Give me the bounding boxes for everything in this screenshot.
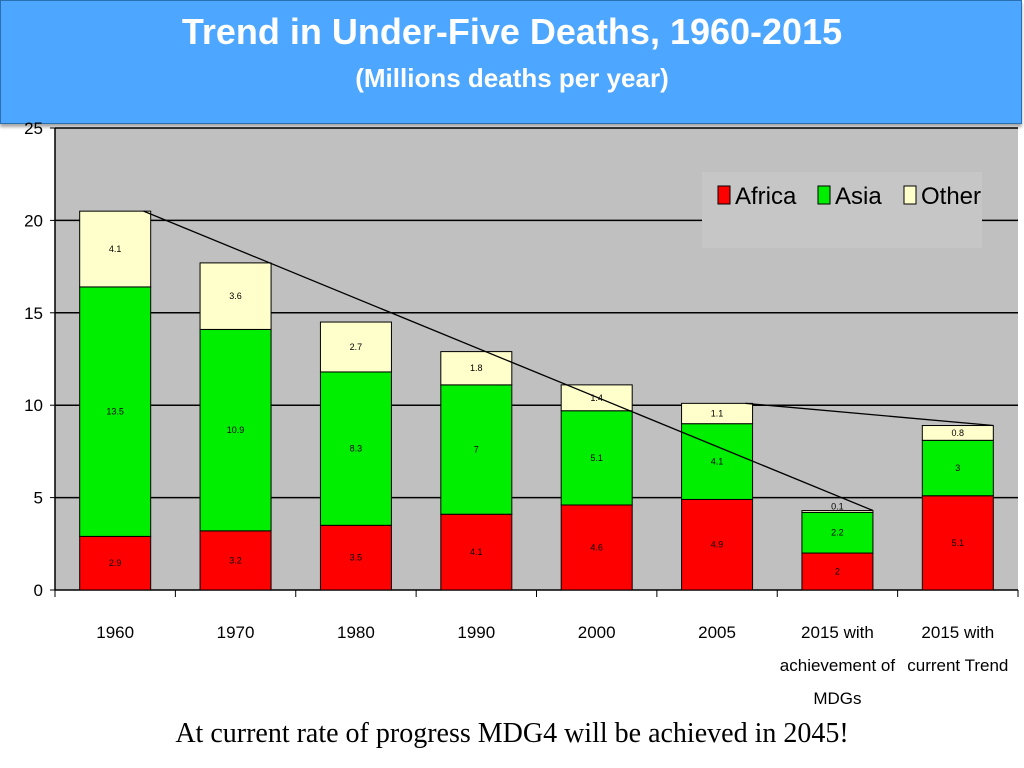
bar-africa [681,498,754,591]
footer-note: At current rate of progress MDG4 will be… [175,718,849,749]
legend-swatch-other [903,185,917,205]
chart-subtitle: (Millions deaths per year) [355,63,669,93]
data-label: 5.1 [952,538,965,548]
x-category-label: 1980 [337,623,375,642]
x-category-label: 2015 with [801,623,874,642]
data-label: 0.8 [952,428,965,438]
trend-line [143,210,874,512]
bar-asia [199,328,272,532]
data-label: 4.6 [590,542,603,552]
data-label: 4.9 [711,540,724,550]
data-label: 8.3 [350,444,363,454]
bar-other [79,210,152,288]
legend-swatch-asia [817,185,831,205]
title-banner [0,0,1022,124]
bar-asia [921,439,994,497]
x-category-label: achievement of [780,656,896,675]
y-tick-label: 20 [24,211,43,230]
bar-africa [560,504,633,591]
bar-africa [801,552,874,591]
data-label: 4.1 [470,547,483,557]
bar-africa [440,513,513,591]
y-tick-label: 15 [24,304,43,323]
x-category-label: MDGs [813,689,861,708]
chart-title: Trend in Under-Five Deaths, 1960-2015 [181,11,843,52]
data-label: 2.7 [350,342,363,352]
bar-asia [560,410,633,506]
y-tick-label: 10 [24,396,43,415]
x-category-label: 2015 with [921,623,994,642]
bar-asia [79,286,152,537]
bar-other [199,262,272,330]
x-category-label: 1990 [457,623,495,642]
data-label: 5.1 [590,453,603,463]
data-label: 2.9 [109,558,122,568]
y-tick-label: 5 [34,489,43,508]
x-category-label: current Trend [907,656,1008,675]
data-label: 7 [474,445,479,455]
x-category-label: 1960 [96,623,134,642]
legend-label: Other [921,183,981,210]
data-label: 2 [835,567,840,577]
y-tick-label: 0 [34,581,43,600]
bar-other [681,402,754,425]
data-label: 1.1 [711,409,724,419]
x-category-label: 2000 [578,623,616,642]
bar-other [921,425,994,441]
data-label: 10.9 [227,425,245,435]
data-label: 1.8 [470,363,483,373]
trend-line [745,402,994,427]
data-label: 4.1 [109,244,122,254]
data-label: 4.1 [711,457,724,467]
data-label: 3 [955,463,960,473]
bar-asia [440,384,513,515]
bar-africa [319,524,392,591]
bar-africa [79,535,152,591]
legend-swatch-africa [717,185,731,205]
bar-other [319,321,392,373]
bar-asia [801,511,874,554]
bar-africa [199,530,272,591]
data-label: 13.5 [106,407,124,417]
x-category-label: 1970 [217,623,255,642]
data-label: 3.6 [229,291,242,301]
bar-asia [319,371,392,526]
legend-box [702,172,982,248]
bar-africa [921,495,994,591]
legend-label: Africa [735,183,797,210]
data-label: 2.2 [831,528,844,538]
data-label: 3.2 [229,555,242,565]
bar-other [801,510,874,513]
data-label: 0.1 [831,501,844,511]
data-label: 3.5 [350,553,363,563]
y-tick-label: 25 [24,119,43,138]
x-category-label: 2005 [698,623,736,642]
legend-label: Asia [835,183,882,210]
